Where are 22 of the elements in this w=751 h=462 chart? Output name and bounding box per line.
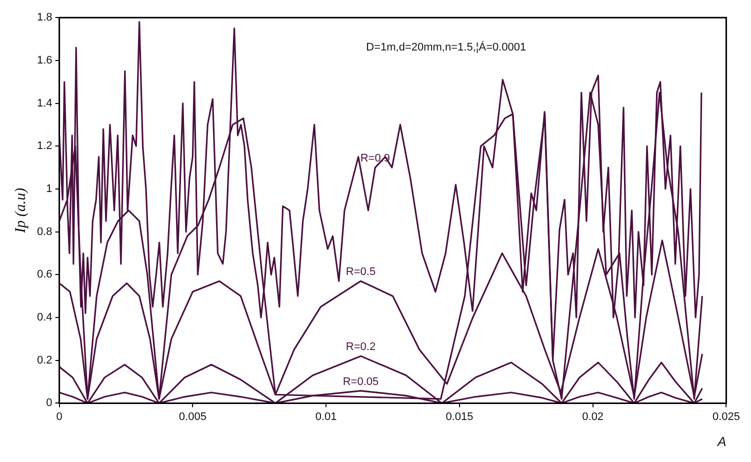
annotation: D=1m,d=20mm,n=1.5,¦Á=0.0001 (366, 40, 526, 54)
y-tick-label: 0.2 (36, 354, 52, 366)
series-label: R=0.05 (342, 376, 379, 388)
y-tick-label: 1.8 (36, 12, 52, 24)
y-tick-label: 1.6 (36, 54, 52, 66)
x-tick-label: 0 (56, 410, 62, 423)
x-tick-label: 0.025 (712, 410, 740, 423)
x-tick-label: 0.02 (582, 410, 604, 423)
x-axis-title: A (716, 434, 726, 449)
series-label: R=0.2 (346, 341, 376, 354)
y-tick-label: 0.8 (36, 226, 52, 238)
y-tick-label: 1 (46, 183, 52, 196)
y-tick-label: 1.2 (36, 140, 52, 152)
x-tick-label: 0.01 (315, 410, 337, 423)
series-label: R=0.5 (346, 266, 376, 278)
y-tick-label: 0.6 (36, 268, 52, 281)
y-tick-label: 0 (46, 397, 52, 410)
y-tick-label: 0.4 (36, 312, 52, 324)
y-axis-title: Ip (a.u) (12, 188, 29, 234)
x-tick-label: 0.005 (178, 410, 206, 423)
y-tick-label: 1.4 (36, 97, 52, 110)
x-tick-label: 0.015 (446, 410, 474, 423)
